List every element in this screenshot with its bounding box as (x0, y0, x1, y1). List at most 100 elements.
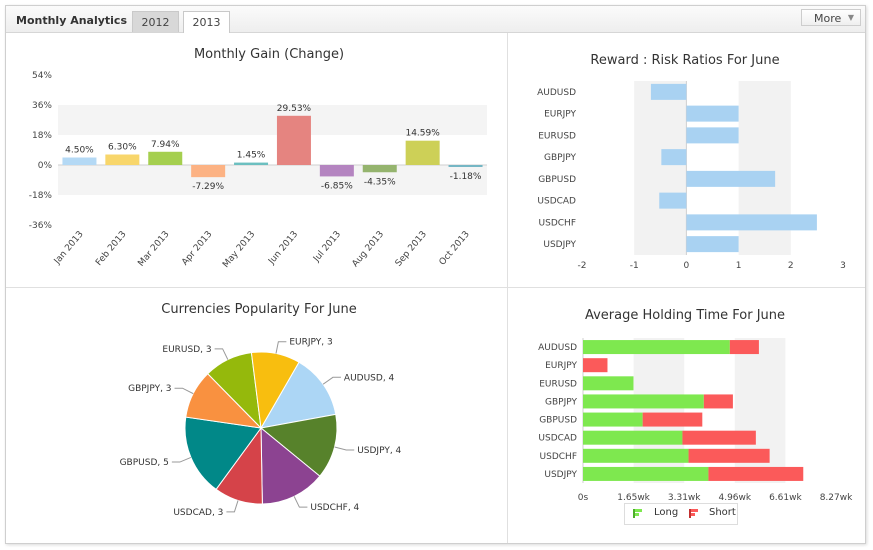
data-label: -7.29% (192, 182, 224, 192)
x-tick-label: 2 (788, 261, 794, 271)
bar (148, 151, 183, 165)
y-tick-label: AUDUSD (537, 88, 576, 98)
monthly-gain-chart: Monthly Gain (Change) 54% 36% 18% 0% -18% -36… (29, 47, 487, 270)
data-label: 4.50% (65, 146, 94, 156)
y-tick-label: 0% (38, 161, 53, 171)
y-tick-label: GBPJPY (545, 397, 577, 407)
x-tick-label: Jan 2013 (52, 230, 86, 268)
y-tick-label: -18% (29, 191, 53, 201)
bar-segment (583, 430, 683, 445)
y-tick-label: USDJPY (543, 240, 576, 250)
grid-band (58, 165, 487, 195)
grid-band (634, 81, 687, 255)
tab-2013[interactable]: 2013 (183, 11, 230, 33)
y-tick-label: GBPUSD (538, 175, 576, 185)
x-tick-label: 6.61wk (769, 493, 802, 503)
pie-label: AUDUSD, 4 (344, 373, 395, 383)
bar (659, 192, 687, 209)
x-tick-label: 3.31wk (668, 493, 701, 503)
data-label: -4.35% (364, 177, 396, 187)
x-tick-label: 4.96wk (718, 493, 751, 503)
bar (686, 127, 739, 144)
y-tick-label: 36% (32, 101, 52, 111)
chevron-down-icon: ▼ (847, 13, 854, 22)
x-tick-label: Feb 2013 (94, 230, 128, 268)
y-tick-label: USDCHF (540, 452, 577, 462)
pie-label: GBPJPY, 3 (128, 384, 171, 394)
panel-header: Monthly Analytics 2012 2013 More ▼ (6, 6, 865, 33)
x-tick-label: Oct 2013 (438, 230, 472, 268)
bar (276, 115, 311, 165)
bar (62, 157, 97, 165)
dashboard-panel: Monthly Analytics 2012 2013 More ▼ Month… (5, 5, 866, 544)
legend-label-short[interactable]: Short (709, 507, 736, 518)
x-tick-label: May 2013 (221, 230, 257, 270)
data-label: 1.45% (237, 151, 266, 161)
x-tick-label: 0s (578, 493, 589, 503)
y-tick-label: GBPUSD (539, 416, 577, 426)
x-tick-label: 0 (684, 261, 690, 271)
bar-segment (729, 340, 759, 355)
currencies-popularity-chart: Currencies Popularity For June AUDUSD, 4… (120, 302, 402, 518)
bar (650, 83, 687, 100)
tab-2012[interactable]: 2012 (132, 11, 179, 32)
bar (686, 236, 739, 253)
x-tick-label: 1.65wk (617, 493, 650, 503)
x-tick-label: Jul 2013 (311, 230, 343, 265)
bar-segment (708, 466, 804, 481)
legend-label-long[interactable]: Long (654, 507, 679, 518)
y-tick-label: 18% (32, 131, 52, 141)
y-tick-label: EURUSD (539, 379, 577, 389)
x-tick-label: Jun 2013 (266, 230, 300, 268)
more-button[interactable]: More ▼ (801, 9, 861, 26)
bar-segment (703, 394, 733, 409)
bar-segment (583, 340, 730, 355)
pie-label: USDJPY, 4 (357, 446, 401, 456)
data-label: -1.18% (450, 172, 482, 182)
chart-title: Currencies Popularity For June (161, 302, 356, 317)
pie-leader-line (322, 376, 341, 385)
x-tick-label: Apr 2013 (180, 230, 214, 268)
x-tick-label: Sep 2013 (394, 230, 429, 269)
pie-leader-line (171, 456, 192, 463)
data-label: 7.94% (151, 140, 180, 150)
y-tick-label: USDJPY (544, 470, 577, 480)
bar (448, 165, 483, 167)
pie-slice (250, 351, 300, 430)
x-tick-label: -1 (630, 261, 639, 271)
y-tick-label: AUDUSD (538, 343, 577, 353)
panel-title: Monthly Analytics (16, 14, 127, 27)
chart-title: Reward : Risk Ratios For June (590, 53, 779, 68)
pie-label: EURJPY, 3 (289, 338, 332, 348)
y-tick-label: USDCAD (538, 434, 577, 444)
bar (362, 165, 397, 173)
data-label: -6.85% (321, 181, 353, 191)
bar (686, 214, 817, 231)
holding-time-chart: Average Holding Time For June 0s 1.65wk 3.… (538, 308, 853, 503)
y-tick-label: GBPJPY (544, 153, 576, 163)
y-tick-label: USDCHF (539, 218, 576, 228)
x-tick-label: 8.27wk (820, 493, 853, 503)
data-label: 14.59% (405, 129, 440, 139)
bar (405, 140, 440, 165)
more-button-label: More (814, 12, 842, 25)
bar (105, 154, 140, 165)
bar-segment (583, 376, 634, 391)
horizontal-divider (6, 287, 865, 288)
pie-leader-line (214, 348, 229, 360)
bar-segment (583, 358, 608, 373)
pie-label: USDCAD, 3 (173, 508, 223, 518)
bar-segment (583, 394, 704, 409)
bar (661, 149, 687, 166)
pie-label: GBPUSD, 5 (120, 458, 169, 468)
x-tick-label: 1 (736, 261, 742, 271)
y-tick-label: EURUSD (538, 131, 576, 141)
data-label: 29.53% (277, 104, 312, 114)
long-legend-icon[interactable] (633, 509, 642, 518)
pie-leader-line (226, 500, 239, 513)
bar (191, 165, 226, 178)
holding-time-legend: Long Short (624, 503, 738, 525)
y-tick-label: 54% (32, 71, 52, 81)
y-tick-label: -36% (29, 221, 53, 231)
short-legend-icon[interactable] (689, 509, 698, 518)
